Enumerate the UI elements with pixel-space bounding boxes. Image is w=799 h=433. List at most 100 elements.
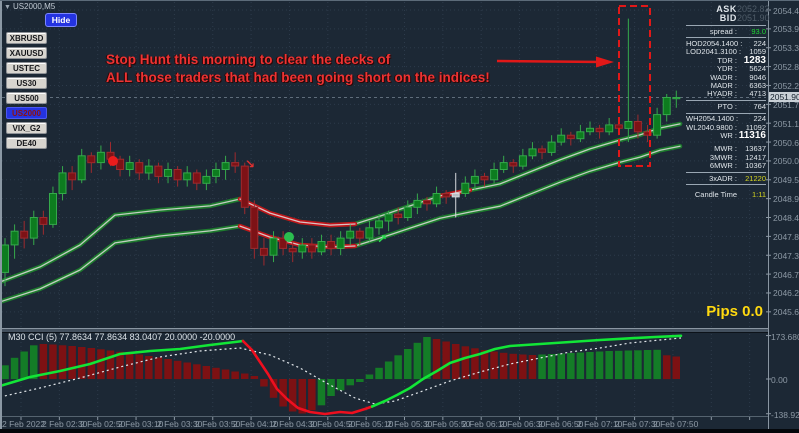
annotation-line-2: ALL those traders that had been going sh… [106,70,490,85]
panel-row: ASK 2052.83 [686,3,770,14]
symbol-button-us2000[interactable]: US2000 [6,107,47,119]
hide-button[interactable]: Hide [45,13,77,27]
panel-row-label: HOD2054.1400 : [686,39,743,49]
panel-row-value: 11316 [738,130,766,141]
panel-row-label: PTO : [717,101,737,111]
time-tick-label: 2 Feb 05:10 [348,419,394,429]
price-tick-label: 2053.35 [773,43,799,54]
panel-row: LOD2041.3100 : 1059 [686,47,766,57]
cci-scale-label: 0.00 [771,375,788,385]
panel-row-value: 11092 [745,122,766,132]
panel-row-value: 764 [753,101,766,111]
panel-row-label: 6MWR : [709,161,737,171]
panel-row-label: BID [719,13,737,24]
cci-scale-label: 173.6809 [771,331,799,342]
panel-row-value: 224 [753,39,766,49]
price-tick-label: 2052.80 [773,62,799,73]
price-tick-label: 2051.15 [773,118,799,129]
panel-row: WL2040.9800 : 11092 [686,122,766,132]
panel-row-value: 2051.90 [737,13,770,24]
indicator-label: M30 CCI (5) 77.8634 77.8634 83.0407 20.0… [8,332,236,342]
symbol-button-us500[interactable]: US500 [6,92,47,104]
panel-row-label: WL2040.9800 : [686,122,737,132]
panel-row-value: 4713 [749,89,766,99]
time-tick-label: 2 Feb 03:30 [157,419,203,429]
pips-label: Pips 0.0 [706,303,763,320]
panel-row-value: 93.0 [751,26,766,36]
price-tick-label: 2048.95 [773,194,799,205]
panel-row: 3xADR : 21220 [686,174,766,183]
panel-row-value: 224 [753,114,766,124]
annotation-arrow-line [496,59,605,64]
panel-row-value: 1283 [743,54,766,66]
panel-row-label: 3MWR : [709,152,737,162]
price-tick-label: 2052.25 [773,80,799,91]
panel-row: TDR : 1283 [686,54,766,66]
window-bottom-bar [0,429,799,433]
panel-row: WADR : 9046 [686,72,766,82]
panel-row-value: 2052.83 [737,3,770,14]
time-tick-label: 2 Feb 05:30 [387,419,433,429]
price-tick-label: 2047.30 [773,250,799,261]
panel-row: HYADR : 4713 [686,89,766,99]
time-tick-label: 2 Feb 04:50 [310,419,356,429]
panel-row: spread : 93.0 [686,26,766,36]
annotation-arrow-head [596,56,614,68]
symbol-button-ustec[interactable]: USTEC [6,62,47,74]
panel-row-value: 9046 [749,72,766,82]
symbol-button-xbrusd[interactable]: XBRUSD [6,32,47,44]
time-tick-label: 2 Feb 02:50 [80,419,126,429]
time-tick-label: 2 Feb 02:30 [42,419,88,429]
panel-row: 6MWR : 10367 [686,161,766,171]
panel-row-value: 6363 [749,81,766,91]
time-tick-label: 2 Feb 07:30 [615,419,661,429]
price-tick-label: 2049.50 [773,175,799,186]
panel-row-label: YDR : [716,64,737,74]
panel-divider [0,329,768,332]
panel-row-label: WH2054.1400 : [686,114,739,124]
time-tick-label: 2 Feb 07:50 [653,419,699,429]
time-tick-label: 2 Feb 03:50 [195,419,241,429]
candlesticks [1,18,681,287]
panel-separator [686,37,766,39]
panel-row-value: 1:11 [751,189,766,199]
price-tick-label: 2050.60 [773,137,799,148]
time-tick-label: 2 Feb 04:30 [272,419,318,429]
annotation-line-1: Stop Hunt this morning to clear the deck… [106,52,391,67]
panel-row: HOD2054.1400 : 224 [686,39,766,49]
symbol-button-de40[interactable]: DE40 [6,137,47,149]
cci-scale-label: -138.9221 [771,409,799,420]
time-tick-label: 2 Feb 06:30 [500,419,546,429]
signal-arrow-marker: ↘ [245,157,255,171]
stop-hunt-annotation: Stop Hunt this morning to clear the deck… [106,51,490,87]
panel-row-value: 10367 [745,161,766,171]
time-tick-label: 2 Feb 03:10 [118,419,164,429]
panel-row: YDR : 5624 [686,64,766,74]
time-tick-label: 2 Feb 06:10 [462,419,508,429]
axis-tick-marks [20,9,771,420]
time-tick-label: 2 Feb 07:10 [577,419,623,429]
price-tick-label: 2045.65 [773,307,799,318]
cci-main-line [0,339,245,388]
panel-row: 3MWR : 12417 [686,152,766,162]
cci-histogram [1,337,680,414]
panel-row-label: TDR : [717,55,737,65]
panel-row-value: 1059 [749,47,766,57]
panel-separator [686,184,766,186]
symbol-button-xauusd[interactable]: XAUUSD [6,47,47,59]
panel-row-label: WADR : [710,72,737,82]
price-tick-label: 2054.45 [773,5,799,16]
signal-arrow-marker: ↗ [377,232,387,246]
symbol-button-vix_g2[interactable]: VIX_G2 [6,122,47,134]
time-tick-label: 2 Feb 04:10 [233,419,279,429]
price-tick-label: 2050.05 [773,156,799,167]
panel-row-value: 12417 [745,152,766,162]
symbol-button-us30[interactable]: US30 [6,77,47,89]
symbol-button-list: XBRUSD XAUUSD USTEC US30 US500 US2000 VIX_G2 DE… [6,32,47,152]
panel-separator [686,171,766,173]
price-tick-label: 2046.75 [773,269,799,280]
panel-row-label: HYADR : [707,89,737,99]
panel-row: WR :11316 [686,130,766,141]
